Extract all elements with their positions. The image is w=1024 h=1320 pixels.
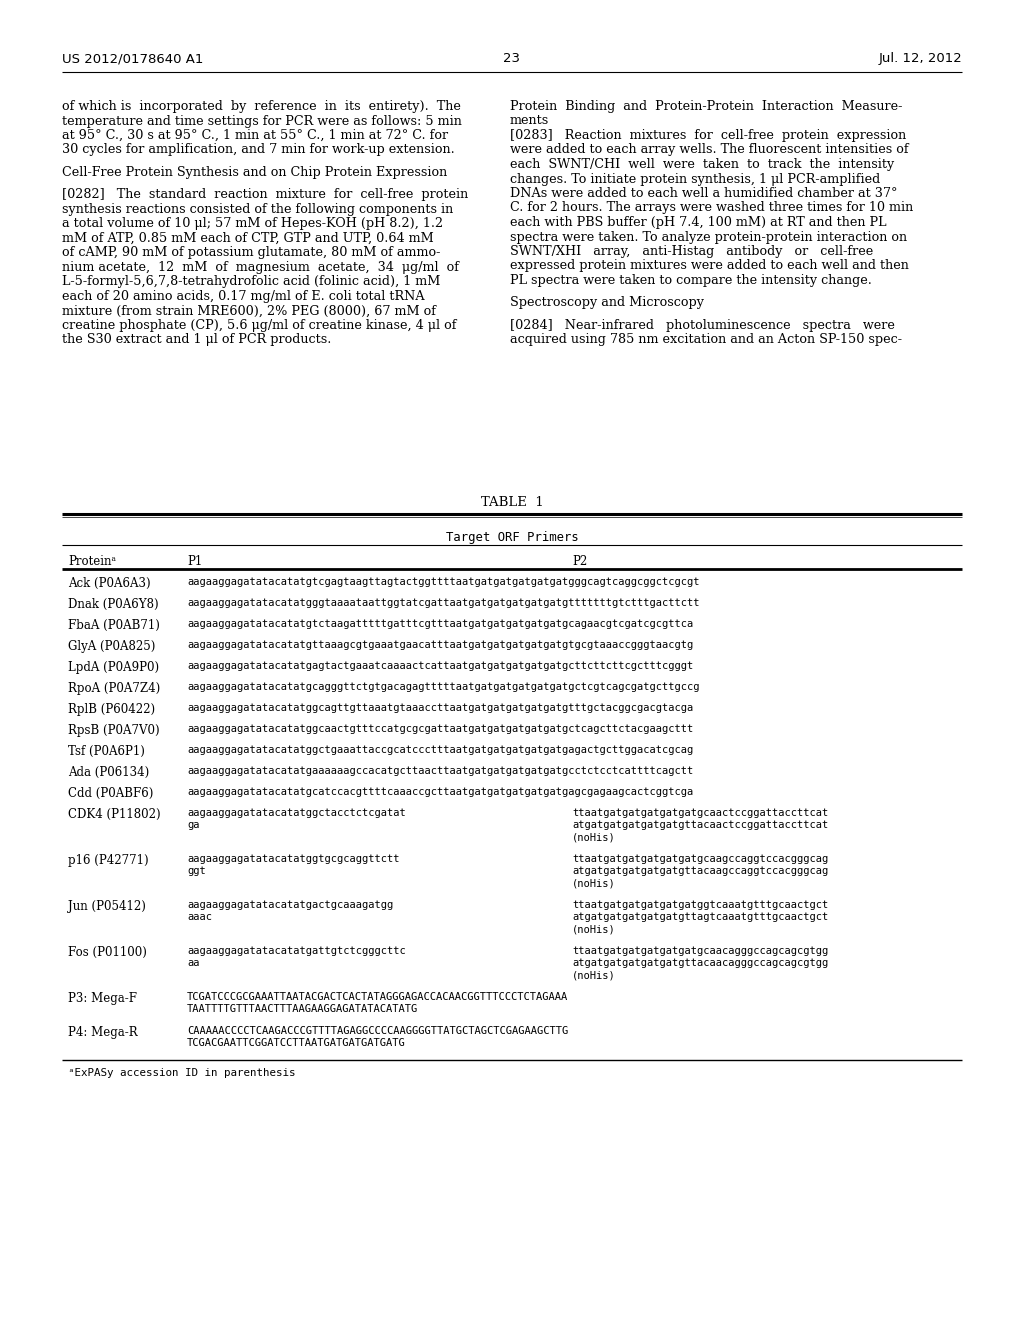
Text: Cdd (P0ABF6): Cdd (P0ABF6) — [68, 787, 154, 800]
Text: TCGACGAATTCGGATCCTTAATGATGATGATGATG: TCGACGAATTCGGATCCTTAATGATGATGATGATG — [187, 1038, 406, 1048]
Text: L-5-formyl-5,6,7,8-tetrahydrofolic acid (folinic acid), 1 mM: L-5-formyl-5,6,7,8-tetrahydrofolic acid … — [62, 276, 440, 289]
Text: DNAs were added to each well a humidified chamber at 37°: DNAs were added to each well a humidifie… — [510, 187, 897, 201]
Text: aaac: aaac — [187, 912, 212, 921]
Text: TABLE  1: TABLE 1 — [480, 496, 544, 510]
Text: aagaaggagatatacatatgagtactgaaatcaaaactcattaatgatgatgatgatgatgcttcttcttcgctttcggg: aagaaggagatatacatatgagtactgaaatcaaaactca… — [187, 661, 693, 671]
Text: Jun (P05412): Jun (P05412) — [68, 900, 145, 913]
Text: aagaaggagatatacatatggcaactgtttccatgcgcgattaatgatgatgatgatgatgctcagcttctacgaagctt: aagaaggagatatacatatggcaactgtttccatgcgcga… — [187, 723, 693, 734]
Text: (noHis): (noHis) — [572, 878, 615, 888]
Text: TAATTTTGTTTAACTTTAAGAAGGAGATATACATATG: TAATTTTGTTTAACTTTAAGAAGGAGATATACATATG — [187, 1005, 418, 1014]
Text: each of 20 amino acids, 0.17 mg/ml of E. coli total tRNA: each of 20 amino acids, 0.17 mg/ml of E.… — [62, 290, 425, 304]
Text: each  SWNT/CHI  well  were  taken  to  track  the  intensity: each SWNT/CHI well were taken to track t… — [510, 158, 894, 172]
Text: C. for 2 hours. The arrays were washed three times for 10 min: C. for 2 hours. The arrays were washed t… — [510, 202, 913, 214]
Text: ttaatgatgatgatgatgatgcaacagggccagcagcgtgg: ttaatgatgatgatgatgatgcaacagggccagcagcgtg… — [572, 946, 828, 956]
Text: aa: aa — [187, 958, 200, 968]
Text: Cell-Free Protein Synthesis and on Chip Protein Expression: Cell-Free Protein Synthesis and on Chip … — [62, 166, 447, 180]
Text: Tsf (P0A6P1): Tsf (P0A6P1) — [68, 744, 144, 758]
Text: GlyA (P0A825): GlyA (P0A825) — [68, 640, 156, 653]
Text: of cAMP, 90 mM of potassium glutamate, 80 mM of ammo-: of cAMP, 90 mM of potassium glutamate, 8… — [62, 247, 440, 260]
Text: aagaaggagatatacatatggctgaaattaccgcatccctttaatgatgatgatgatgatgagactgcttggacatcgca: aagaaggagatatacatatggctgaaattaccgcatccct… — [187, 744, 693, 755]
Text: nium acetate,  12  mM  of  magnesium  acetate,  34  μg/ml  of: nium acetate, 12 mM of magnesium acetate… — [62, 261, 459, 275]
Text: ttaatgatgatgatgatgatgcaagccaggtccacgggcag: ttaatgatgatgatgatgatgcaagccaggtccacgggca… — [572, 854, 828, 865]
Text: temperature and time settings for PCR were as follows: 5 min: temperature and time settings for PCR we… — [62, 115, 462, 128]
Text: atgatgatgatgatgatgttacaactccggattaccttcat: atgatgatgatgatgatgttacaactccggattaccttca… — [572, 820, 828, 830]
Text: acquired using 785 nm excitation and an Acton SP-150 spec-: acquired using 785 nm excitation and an … — [510, 334, 902, 346]
Text: SWNT/XHI   array,   anti-Histag   antibody   or   cell-free: SWNT/XHI array, anti-Histag antibody or … — [510, 246, 873, 257]
Text: p16 (P42771): p16 (P42771) — [68, 854, 148, 867]
Text: (noHis): (noHis) — [572, 970, 615, 979]
Text: aagaaggagatatacatatgtcgagtaagttagtactggttttaatgatgatgatgatgatgggcagtcaggcggctcgc: aagaaggagatatacatatgtcgagtaagttagtactggt… — [187, 577, 699, 587]
Text: Ack (P0A6A3): Ack (P0A6A3) — [68, 577, 151, 590]
Text: the S30 extract and 1 μl of PCR products.: the S30 extract and 1 μl of PCR products… — [62, 334, 332, 346]
Text: P4: Mega-R: P4: Mega-R — [68, 1026, 137, 1039]
Text: CAAAAACCCCTCAAGACCCGTTTTAGAGGCCCCAAGGGGTTATGCTAGCTCGAGAAGCTTG: CAAAAACCCCTCAAGACCCGTTTTAGAGGCCCCAAGGGGT… — [187, 1026, 568, 1036]
Text: P1: P1 — [187, 554, 203, 568]
Text: aagaaggagatatacatatggctacctctcgatat: aagaaggagatatacatatggctacctctcgatat — [187, 808, 406, 818]
Text: FbaA (P0AB71): FbaA (P0AB71) — [68, 619, 160, 632]
Text: ments: ments — [510, 115, 549, 128]
Text: aagaaggagatatacatatgcatccacgttttcaaaccgcttaatgatgatgatgatgatgagcgagaagcactcggtcg: aagaaggagatatacatatgcatccacgttttcaaaccgc… — [187, 787, 693, 797]
Text: each with PBS buffer (pH 7.4, 100 mM) at RT and then PL: each with PBS buffer (pH 7.4, 100 mM) at… — [510, 216, 887, 228]
Text: (noHis): (noHis) — [572, 924, 615, 935]
Text: expressed protein mixtures were added to each well and then: expressed protein mixtures were added to… — [510, 260, 909, 272]
Text: [0284]   Near-infrared   photoluminescence   spectra   were: [0284] Near-infrared photoluminescence s… — [510, 319, 895, 331]
Text: Target ORF Primers: Target ORF Primers — [445, 531, 579, 544]
Text: aagaaggagatatacatatgtctaagatttttgatttcgtttaatgatgatgatgatgatgcagaacgtcgatcgcgttc: aagaaggagatatacatatgtctaagatttttgatttcgt… — [187, 619, 693, 630]
Text: were added to each array wells. The fluorescent intensities of: were added to each array wells. The fluo… — [510, 144, 908, 157]
Text: CDK4 (P11802): CDK4 (P11802) — [68, 808, 161, 821]
Text: ttaatgatgatgatgatgatggtcaaatgtttgcaactgct: ttaatgatgatgatgatgatggtcaaatgtttgcaactgc… — [572, 900, 828, 909]
Text: RplB (P60422): RplB (P60422) — [68, 704, 155, 715]
Text: atgatgatgatgatgatgttagtcaaatgtttgcaactgct: atgatgatgatgatgatgttagtcaaatgtttgcaactgc… — [572, 912, 828, 921]
Text: aagaaggagatatacatatgattgtctcgggcttc: aagaaggagatatacatatgattgtctcgggcttc — [187, 946, 406, 956]
Text: a total volume of 10 μl; 57 mM of Hepes-KOH (pH 8.2), 1.2: a total volume of 10 μl; 57 mM of Hepes-… — [62, 218, 443, 231]
Text: LpdA (P0A9P0): LpdA (P0A9P0) — [68, 661, 159, 675]
Text: aagaaggagatatacatatgggtaaaataattggtatcgattaatgatgatgatgatgatgtttttttgtctttgacttc: aagaaggagatatacatatgggtaaaataattggtatcga… — [187, 598, 699, 609]
Text: mM of ATP, 0.85 mM each of CTP, GTP and UTP, 0.64 mM: mM of ATP, 0.85 mM each of CTP, GTP and … — [62, 232, 434, 246]
Text: ggt: ggt — [187, 866, 206, 876]
Text: [0282]   The  standard  reaction  mixture  for  cell-free  protein: [0282] The standard reaction mixture for… — [62, 189, 468, 202]
Text: at 95° C., 30 s at 95° C., 1 min at 55° C., 1 min at 72° C. for: at 95° C., 30 s at 95° C., 1 min at 55° … — [62, 129, 449, 143]
Text: P2: P2 — [572, 554, 587, 568]
Text: P3: Mega-F: P3: Mega-F — [68, 993, 137, 1005]
Text: 30 cycles for amplification, and 7 min for work-up extension.: 30 cycles for amplification, and 7 min f… — [62, 144, 455, 157]
Text: changes. To initiate protein synthesis, 1 μl PCR-amplified: changes. To initiate protein synthesis, … — [510, 173, 881, 186]
Text: aagaaggagatatacatatgttaaagcgtgaaatgaacatttaatgatgatgatgatgatgtgcgtaaaccgggtaacgt: aagaaggagatatacatatgttaaagcgtgaaatgaacat… — [187, 640, 693, 649]
Text: 23: 23 — [504, 51, 520, 65]
Text: US 2012/0178640 A1: US 2012/0178640 A1 — [62, 51, 204, 65]
Text: atgatgatgatgatgatgttacaagccaggtccacgggcag: atgatgatgatgatgatgttacaagccaggtccacgggca… — [572, 866, 828, 876]
Text: atgatgatgatgatgatgttacaacagggccagcagcgtgg: atgatgatgatgatgatgttacaacagggccagcagcgtg… — [572, 958, 828, 968]
Text: Jul. 12, 2012: Jul. 12, 2012 — [879, 51, 962, 65]
Text: aagaaggagatatacatatggtgcgcaggttctt: aagaaggagatatacatatggtgcgcaggttctt — [187, 854, 399, 865]
Text: mixture (from strain MRE600), 2% PEG (8000), 67 mM of: mixture (from strain MRE600), 2% PEG (80… — [62, 305, 436, 317]
Text: aagaaggagatatacatatggcagttgttaaatgtaaaccttaatgatgatgatgatgatgtttgctacggcgacgtacg: aagaaggagatatacatatggcagttgttaaatgtaaacc… — [187, 704, 693, 713]
Text: aagaaggagatatacatatgaaaaaagccacatgcttaacttaatgatgatgatgatgatgcctctcctcattttcagct: aagaaggagatatacatatgaaaaaagccacatgcttaac… — [187, 766, 693, 776]
Text: ttaatgatgatgatgatgatgcaactccggattaccttcat: ttaatgatgatgatgatgatgcaactccggattaccttca… — [572, 808, 828, 818]
Text: Protein  Binding  and  Protein-Protein  Interaction  Measure-: Protein Binding and Protein-Protein Inte… — [510, 100, 902, 114]
Text: creatine phosphate (CP), 5.6 μg/ml of creatine kinase, 4 μl of: creatine phosphate (CP), 5.6 μg/ml of cr… — [62, 319, 457, 331]
Text: Spectroscopy and Microscopy: Spectroscopy and Microscopy — [510, 297, 705, 309]
Text: PL spectra were taken to compare the intensity change.: PL spectra were taken to compare the int… — [510, 275, 871, 286]
Text: TCGATCCCGCGAAATTAATACGACTCACTATAGGGAGACCACAACGGTTTCCCTCTAGAAA: TCGATCCCGCGAAATTAATACGACTCACTATAGGGAGACC… — [187, 993, 568, 1002]
Text: (noHis): (noHis) — [572, 832, 615, 842]
Text: Ada (P06134): Ada (P06134) — [68, 766, 150, 779]
Text: RpoA (P0A7Z4): RpoA (P0A7Z4) — [68, 682, 160, 696]
Text: spectra were taken. To analyze protein-protein interaction on: spectra were taken. To analyze protein-p… — [510, 231, 907, 243]
Text: Fos (P01100): Fos (P01100) — [68, 946, 146, 960]
Text: ga: ga — [187, 820, 200, 830]
Text: Proteinᵃ: Proteinᵃ — [68, 554, 116, 568]
Text: RpsB (P0A7V0): RpsB (P0A7V0) — [68, 723, 160, 737]
Text: synthesis reactions consisted of the following components in: synthesis reactions consisted of the fol… — [62, 203, 454, 216]
Text: aagaaggagatatacatatgactgcaaagatgg: aagaaggagatatacatatgactgcaaagatgg — [187, 900, 393, 909]
Text: ᵃExPASy accession ID in parenthesis: ᵃExPASy accession ID in parenthesis — [68, 1068, 296, 1078]
Text: of which is  incorporated  by  reference  in  its  entirety).  The: of which is incorporated by reference in… — [62, 100, 461, 114]
Text: [0283]   Reaction  mixtures  for  cell-free  protein  expression: [0283] Reaction mixtures for cell-free p… — [510, 129, 906, 143]
Text: Dnak (P0A6Y8): Dnak (P0A6Y8) — [68, 598, 159, 611]
Text: aagaaggagatatacatatgcagggttctgtgacagagtttttaatgatgatgatgatgatgctcgtcagcgatgcttgc: aagaaggagatatacatatgcagggttctgtgacagagtt… — [187, 682, 699, 692]
